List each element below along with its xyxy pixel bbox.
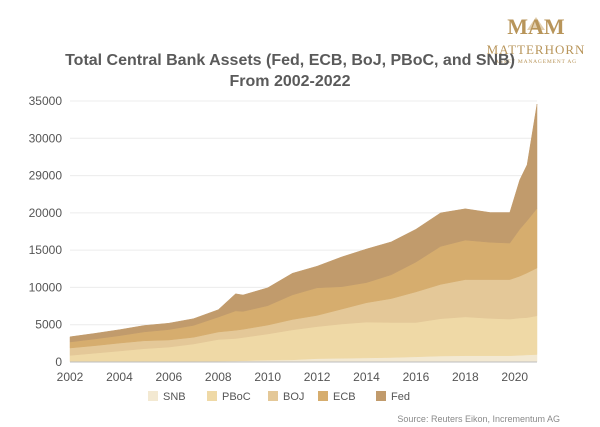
logo-mark: MAM bbox=[507, 14, 565, 39]
legend-swatch bbox=[207, 391, 217, 401]
legend-item-pboc: PBoC bbox=[207, 391, 251, 403]
y-tick-label: 15000 bbox=[29, 243, 63, 257]
x-tick-label: 2004 bbox=[106, 370, 133, 384]
x-tick-label: 2012 bbox=[304, 370, 331, 384]
y-tick-label: 20000 bbox=[29, 206, 63, 220]
legend-item-fed: Fed bbox=[376, 391, 410, 403]
y-tick-label: 5000 bbox=[35, 318, 62, 332]
logo-name: MATTERHORN bbox=[487, 42, 586, 57]
x-axis-tick-labels: 2002 2004 2006 2008 2010 2012 2014 2016 2018 2020 bbox=[57, 370, 529, 384]
legend-swatch bbox=[376, 391, 386, 401]
x-tick-label: 2010 bbox=[254, 370, 281, 384]
logo-subtitle: ASSET MANAGEMENT AG bbox=[495, 59, 577, 65]
x-tick-label: 2014 bbox=[353, 370, 380, 384]
x-tick-label: 2018 bbox=[452, 370, 479, 384]
legend-swatch bbox=[268, 391, 278, 401]
y-tick-label: 10000 bbox=[29, 280, 63, 294]
area-fed bbox=[69, 103, 538, 343]
matterhorn-logo: MAM MATTERHORN ASSET MANAGEMENT AG bbox=[487, 14, 586, 65]
source-note: Source: Reuters Eikon, Incrementum AG bbox=[397, 414, 560, 424]
legend-label: BOJ bbox=[283, 391, 304, 403]
legend-label: Fed bbox=[391, 391, 410, 403]
legend: SNB PBoC BOJ ECB Fed bbox=[148, 391, 410, 403]
legend-swatch bbox=[318, 391, 328, 401]
x-tick-label: 2002 bbox=[57, 370, 84, 384]
y-tick-label: 29000 bbox=[29, 169, 63, 183]
legend-item-ecb: ECB bbox=[318, 391, 356, 403]
x-tick-label: 2006 bbox=[155, 370, 182, 384]
stacked-areas bbox=[69, 103, 538, 363]
x-tick-label: 2020 bbox=[501, 370, 528, 384]
legend-label: ECB bbox=[333, 391, 356, 403]
x-tick-label: 2016 bbox=[403, 370, 430, 384]
legend-label: PBoC bbox=[222, 391, 251, 403]
y-tick-label: 35000 bbox=[29, 94, 63, 108]
y-tick-label: 30000 bbox=[29, 131, 63, 145]
legend-item-boj: BOJ bbox=[268, 391, 304, 403]
x-tick-label: 2008 bbox=[205, 370, 232, 384]
legend-swatch bbox=[148, 391, 158, 401]
y-tick-label: 0 bbox=[55, 355, 62, 369]
mountain-logo-icon bbox=[527, 17, 545, 30]
legend-item-snb: SNB bbox=[148, 391, 186, 403]
chart-subtitle: From 2002-2022 bbox=[230, 73, 351, 90]
y-axis-tick-labels: 0 5000 10000 15000 20000 29000 30000 35000 bbox=[29, 94, 63, 369]
chart-title: Total Central Bank Assets (Fed, ECB, BoJ… bbox=[65, 52, 515, 69]
legend-label: SNB bbox=[163, 391, 186, 403]
